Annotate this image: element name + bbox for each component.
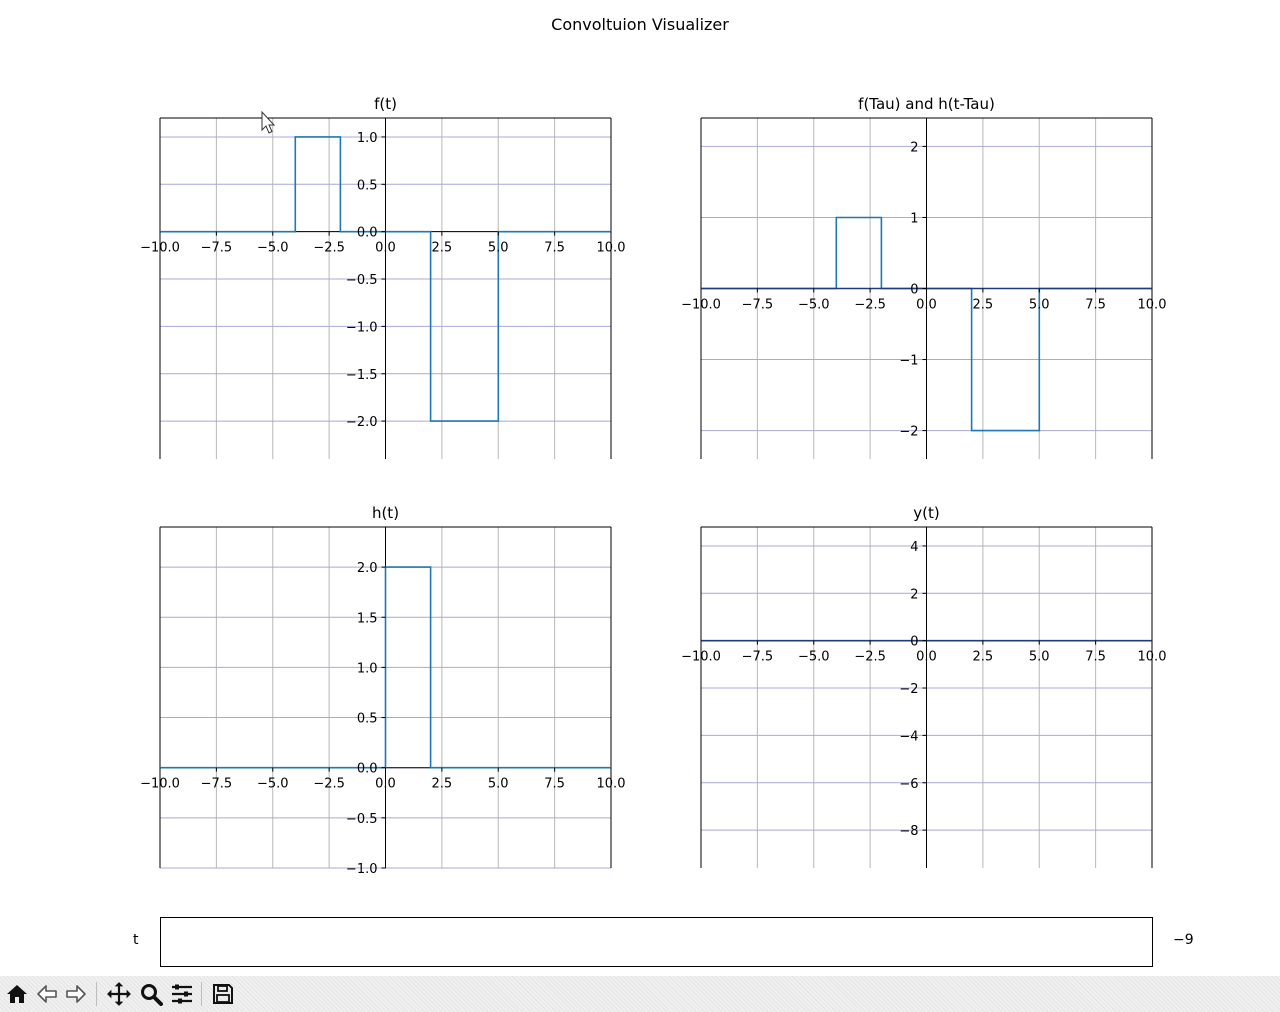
y-tick-label: 4 [910,540,918,555]
x-tick-label: −7.5 [742,298,774,313]
configure-subplots-icon[interactable] [168,980,196,1008]
zoom-icon[interactable] [137,980,165,1008]
y-tick-label: −2 [899,425,918,440]
x-tick-label: −2.5 [854,298,886,313]
x-tick-label: 2.5 [973,298,994,313]
x-tick-label: 7.5 [544,777,565,792]
x-tick-label: −10.0 [681,298,721,313]
x-tick-label: 2.5 [432,241,453,256]
x-tick-label: 10.0 [1138,298,1167,313]
home-icon[interactable] [3,980,31,1008]
back-icon[interactable] [33,980,61,1008]
y-tick-label: −1 [899,354,918,369]
navigation-toolbar [0,976,1280,1012]
figure-canvas[interactable]: f(t)−10.0 −7.5 −5.0 −2.5 0.0 2.5 5.0 7.5 10.0−2.… [0,0,1280,976]
x-tick-label: −10.0 [140,241,180,256]
y-tick-label: −8 [899,824,918,839]
x-tick-label: −2.5 [313,777,345,792]
x-tick-label: −2.5 [854,650,886,665]
y-tick-label: 0.0 [357,226,378,241]
x-tick-label: 5.0 [1029,298,1050,313]
series-line [160,566,611,769]
toolbar-separator [201,982,202,1006]
x-tick-label: 7.5 [1085,298,1106,313]
x-tick-label: 5.0 [1029,650,1050,665]
y-tick-label: 0 [910,283,918,298]
y-tick-label: −1.5 [346,368,378,383]
subplot-title: h(t) [372,504,399,522]
x-tick-label: 10.0 [597,777,626,792]
figure-title: Convoltuion Visualizer [551,15,729,34]
x-tick-label: 2.5 [432,777,453,792]
y-tick-label: 1.0 [357,661,378,676]
y-tick-label: −2.0 [346,415,378,430]
x-tick-label: 10.0 [597,241,626,256]
save-icon[interactable] [209,980,237,1008]
subplot-title: f(Tau) and h(t-Tau) [858,95,995,113]
x-tick-label: 5.0 [488,241,509,256]
y-tick-label: 0 [910,635,918,650]
x-tick-label: −7.5 [742,650,774,665]
x-tick-label: −5.0 [257,241,289,256]
x-tick-label: −2.5 [313,241,345,256]
y-tick-label: −0.5 [346,273,378,288]
t-slider[interactable] [160,917,1153,967]
x-tick-label: −5.0 [798,298,830,313]
y-tick-label: −0.5 [346,812,378,827]
x-tick-label: 0.0 [916,298,937,313]
x-tick-label: −5.0 [798,650,830,665]
x-tick-label: −5.0 [257,777,289,792]
x-tick-label: −10.0 [681,650,721,665]
y-tick-label: 2 [910,140,918,155]
y-tick-label: −2 [899,682,918,697]
x-tick-label: 7.5 [544,241,565,256]
x-tick-label: 5.0 [488,777,509,792]
subplot-title: f(t) [374,95,397,113]
pan-icon[interactable] [105,980,133,1008]
y-tick-label: 0.5 [357,178,378,193]
y-tick-label: −1.0 [346,320,378,335]
x-tick-label: −7.5 [201,777,233,792]
y-tick-label: 0.0 [357,762,378,777]
x-tick-label: 0.0 [375,777,396,792]
x-tick-label: 2.5 [973,650,994,665]
y-tick-label: −6 [899,777,918,792]
slider-value: −9 [1173,932,1194,948]
y-tick-label: 1.5 [357,611,378,626]
x-tick-label: 7.5 [1085,650,1106,665]
y-tick-label: 1.0 [357,131,378,146]
slider-label: t [133,932,139,948]
y-tick-label: 1 [910,211,918,226]
x-tick-label: 10.0 [1138,650,1167,665]
y-tick-label: −4 [899,729,918,744]
x-tick-label: −10.0 [140,777,180,792]
y-tick-label: 2 [910,587,918,602]
toolbar-separator [96,982,97,1006]
x-tick-label: −7.5 [201,241,233,256]
subplot-title: y(t) [913,504,939,522]
x-tick-label: 0.0 [916,650,937,665]
x-tick-label: 0.0 [375,241,396,256]
y-tick-label: −1.0 [346,862,378,877]
y-tick-label: 2.0 [357,561,378,576]
forward-icon[interactable] [62,980,90,1008]
y-tick-label: 0.5 [357,712,378,727]
mouse-cursor-icon [261,110,276,134]
